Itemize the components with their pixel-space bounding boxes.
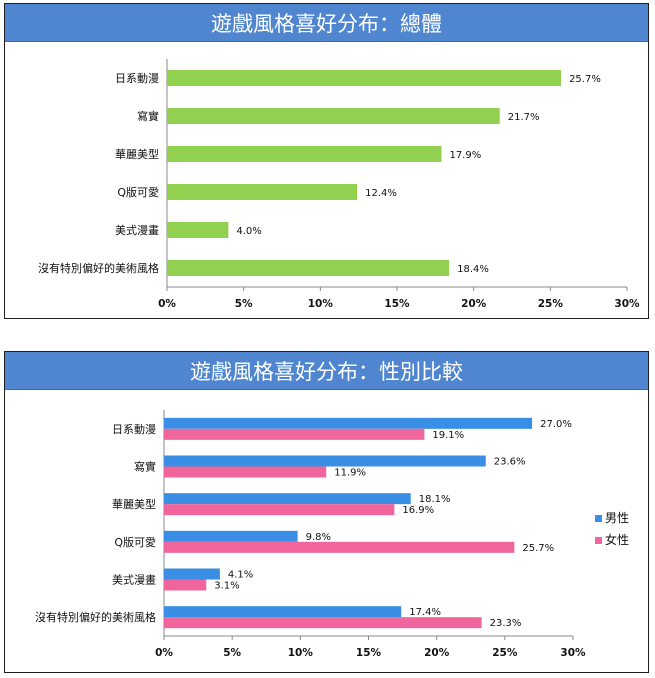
data-label: 11.9% (334, 468, 366, 479)
data-label: 4.1% (228, 570, 253, 581)
data-label: 23.6% (494, 457, 526, 468)
data-label: 9.8% (306, 532, 331, 543)
category-label: 華麗美型 (112, 497, 156, 511)
bar-female (164, 579, 207, 591)
legend-swatch (595, 537, 602, 544)
category-label: 沒有特別偏好的美術風格 (35, 610, 156, 624)
bar-female (164, 466, 327, 478)
x-tick-label: 5% (223, 647, 241, 659)
bar-male (164, 568, 220, 580)
x-tick-label: 25% (492, 647, 518, 659)
x-tick-label: 20% (461, 298, 487, 310)
bar (167, 184, 358, 200)
chart-title-gender: 遊戲風格喜好分布：性別比較 (5, 352, 648, 390)
bar (167, 222, 229, 238)
data-label: 27.0% (540, 419, 572, 430)
bar (167, 146, 442, 162)
bar-male (164, 417, 533, 429)
x-tick-label: 15% (384, 298, 410, 310)
legend-label: 女性 (605, 532, 629, 547)
data-label: 19.1% (432, 430, 464, 441)
data-label: 16.9% (402, 505, 434, 516)
chart-panel-overall: 遊戲風格喜好分布：總體 0% 5% 10% 15% 20% 25% 30% 日系動漫 25.7%… (4, 3, 649, 319)
data-label: 17.4% (409, 607, 441, 618)
bar-female (164, 428, 425, 440)
category-label: 美式漫畫 (115, 223, 159, 237)
bar-female (164, 617, 482, 629)
category-label: 寫實 (134, 460, 156, 474)
data-label: 25.7% (569, 74, 601, 85)
data-label: 23.3% (490, 618, 522, 629)
x-tick-label: 25% (538, 298, 564, 310)
overall-bar-chart: 0% 5% 10% 15% 20% 25% 30% 日系動漫 25.7% 寫實 21.7% 華麗美型 1… (38, 59, 640, 310)
legend-label: 男性 (605, 511, 629, 525)
data-label: 18.4% (457, 264, 489, 275)
category-label: 沒有特別偏好的美術風格 (38, 261, 159, 275)
data-label: 3.1% (214, 581, 239, 592)
category-label: Q版可愛 (114, 535, 156, 549)
bar-male (164, 455, 486, 467)
x-tick-label: 5% (235, 298, 253, 310)
bar-female (164, 504, 395, 516)
x-tick-label: 20% (424, 647, 450, 659)
category-label: 美式漫畫 (112, 573, 156, 587)
x-tick-label: 10% (308, 298, 334, 310)
bar (167, 108, 500, 124)
bar (167, 260, 450, 276)
chart-panel-gender: 遊戲風格喜好分布：性別比較 0% 5% 10% 15% 20% 25% 30% 日系動漫 27.… (4, 351, 649, 673)
x-tick-label: 0% (158, 298, 176, 310)
x-tick-label: 10% (288, 647, 314, 659)
category-label: 日系動漫 (115, 71, 159, 85)
category-label: 華麗美型 (115, 147, 159, 161)
bar (167, 70, 562, 86)
data-label: 12.4% (365, 188, 397, 199)
bar-female (164, 541, 515, 553)
x-tick-label: 30% (614, 298, 640, 310)
x-tick-label: 0% (155, 647, 173, 659)
bar-male (164, 530, 298, 542)
data-label: 21.7% (508, 112, 540, 123)
data-label: 18.1% (419, 494, 451, 505)
bar-male (164, 493, 411, 505)
data-label: 25.7% (522, 543, 554, 554)
bar-male (164, 606, 402, 618)
legend-swatch (595, 515, 602, 522)
category-label: 寫實 (137, 109, 159, 123)
x-tick-label: 15% (356, 647, 382, 659)
gender-bar-chart: 0% 5% 10% 15% 20% 25% 30% 日系動漫 27.0% 19.1% 寫實 23.6%… (35, 410, 629, 659)
data-label: 4.0% (236, 226, 261, 237)
data-label: 17.9% (449, 150, 481, 161)
chart-title-overall: 遊戲風格喜好分布：總體 (5, 4, 648, 42)
category-label: Q版可愛 (117, 185, 159, 199)
x-tick-label: 30% (560, 647, 586, 659)
category-label: 日系動漫 (112, 422, 156, 436)
